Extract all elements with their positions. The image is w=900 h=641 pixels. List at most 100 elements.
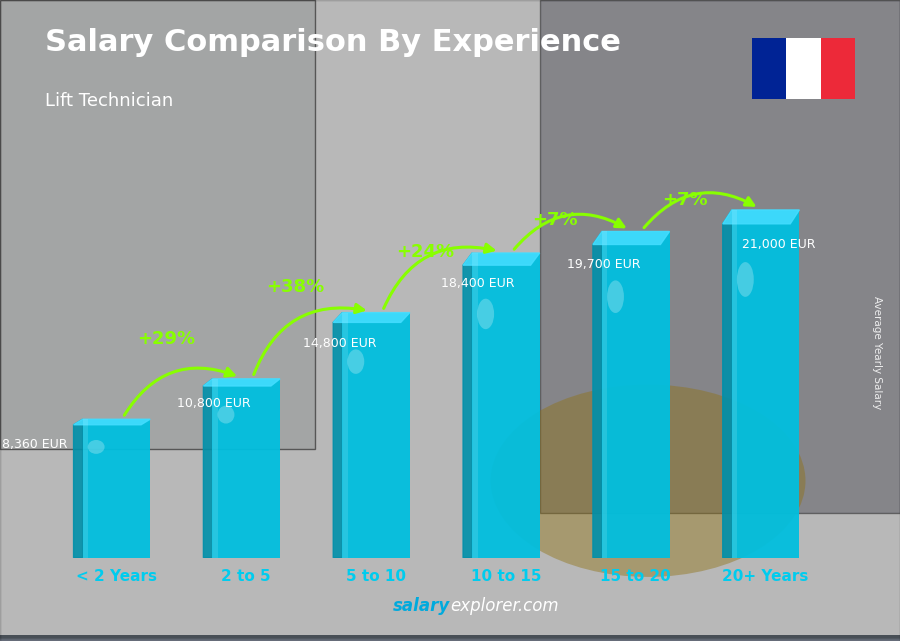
Ellipse shape bbox=[218, 406, 234, 424]
Bar bbox=[0, 637, 900, 640]
Bar bbox=[0, 638, 900, 641]
Bar bbox=[0, 635, 900, 638]
Bar bbox=[0, 637, 900, 640]
Bar bbox=[602, 231, 670, 558]
Text: +24%: +24% bbox=[396, 243, 454, 261]
Text: 18,400 EUR: 18,400 EUR bbox=[441, 278, 514, 290]
Bar bbox=[0, 637, 900, 640]
Bar bbox=[0, 637, 900, 640]
Bar bbox=[0, 637, 900, 640]
Bar bbox=[0, 635, 900, 638]
Bar bbox=[0, 637, 900, 640]
Bar bbox=[0, 637, 900, 640]
Bar bbox=[0, 635, 900, 638]
Bar bbox=[0, 635, 900, 638]
Bar bbox=[0, 636, 900, 639]
Bar bbox=[0, 637, 900, 640]
Bar bbox=[732, 210, 799, 558]
Bar bbox=[0, 637, 900, 640]
Bar bbox=[0, 637, 900, 640]
Bar bbox=[0, 637, 900, 640]
Bar bbox=[0, 635, 900, 638]
Bar bbox=[0, 636, 900, 639]
Bar bbox=[0, 637, 900, 640]
Bar bbox=[0, 637, 900, 640]
Bar bbox=[0, 637, 900, 640]
Bar bbox=[0, 638, 900, 641]
Bar bbox=[0, 636, 900, 639]
Bar bbox=[0, 637, 900, 640]
Bar bbox=[0, 637, 900, 640]
Bar bbox=[212, 379, 280, 558]
Bar bbox=[0, 637, 900, 640]
Bar bbox=[0, 637, 900, 640]
Bar bbox=[0, 637, 900, 640]
Bar bbox=[83, 419, 88, 558]
Bar bbox=[0, 637, 900, 640]
Bar bbox=[0, 636, 900, 639]
Bar bbox=[0, 637, 900, 640]
Bar bbox=[0, 638, 900, 641]
Bar bbox=[472, 253, 540, 558]
Polygon shape bbox=[723, 210, 799, 224]
Bar bbox=[0, 635, 900, 638]
Bar bbox=[0, 637, 900, 640]
Bar bbox=[0, 636, 900, 639]
Bar bbox=[0, 635, 900, 638]
Bar bbox=[0, 635, 900, 638]
Bar bbox=[786, 38, 821, 99]
Bar bbox=[0, 637, 900, 640]
Bar bbox=[0, 637, 900, 640]
Bar bbox=[0, 637, 900, 640]
Bar bbox=[0, 635, 900, 638]
Bar bbox=[0, 637, 900, 640]
Bar bbox=[342, 313, 410, 558]
Bar bbox=[0, 637, 900, 640]
Ellipse shape bbox=[347, 349, 365, 374]
Bar bbox=[0, 637, 900, 640]
Bar bbox=[0, 637, 900, 640]
Bar bbox=[0, 635, 900, 638]
Bar bbox=[0, 637, 900, 640]
Bar bbox=[0, 635, 900, 638]
Bar bbox=[0, 637, 900, 640]
Bar bbox=[0, 635, 900, 638]
Bar bbox=[0, 636, 900, 639]
Bar bbox=[0, 636, 900, 639]
Bar bbox=[0, 637, 900, 640]
Bar bbox=[0, 636, 900, 639]
Bar bbox=[83, 419, 150, 558]
Bar bbox=[0, 635, 900, 638]
Bar bbox=[0, 636, 900, 639]
Bar bbox=[0, 635, 900, 638]
Bar bbox=[0, 635, 900, 638]
Bar bbox=[0, 636, 900, 639]
Bar bbox=[0, 635, 900, 638]
Bar bbox=[0, 638, 900, 641]
Bar bbox=[0, 636, 900, 639]
Ellipse shape bbox=[491, 385, 806, 577]
FancyBboxPatch shape bbox=[0, 0, 315, 449]
Text: +38%: +38% bbox=[266, 278, 325, 296]
Bar bbox=[0, 636, 900, 639]
Bar bbox=[0, 636, 900, 639]
Bar bbox=[0, 636, 900, 639]
Bar bbox=[0, 638, 900, 641]
Bar bbox=[0, 638, 900, 641]
Bar bbox=[0, 636, 900, 639]
Bar bbox=[0, 636, 900, 639]
Bar bbox=[0, 637, 900, 640]
Bar bbox=[0, 637, 900, 640]
Bar bbox=[0, 636, 900, 639]
Bar bbox=[0, 637, 900, 640]
Text: Average Yearly Salary: Average Yearly Salary bbox=[872, 296, 883, 409]
Bar bbox=[0, 635, 900, 638]
Bar bbox=[0, 635, 900, 638]
Bar bbox=[0, 637, 900, 640]
Bar bbox=[0, 635, 900, 638]
Bar bbox=[0, 636, 900, 639]
Bar bbox=[0, 637, 900, 640]
Bar bbox=[0, 638, 900, 641]
Bar bbox=[0, 636, 900, 638]
Bar bbox=[0, 636, 900, 639]
